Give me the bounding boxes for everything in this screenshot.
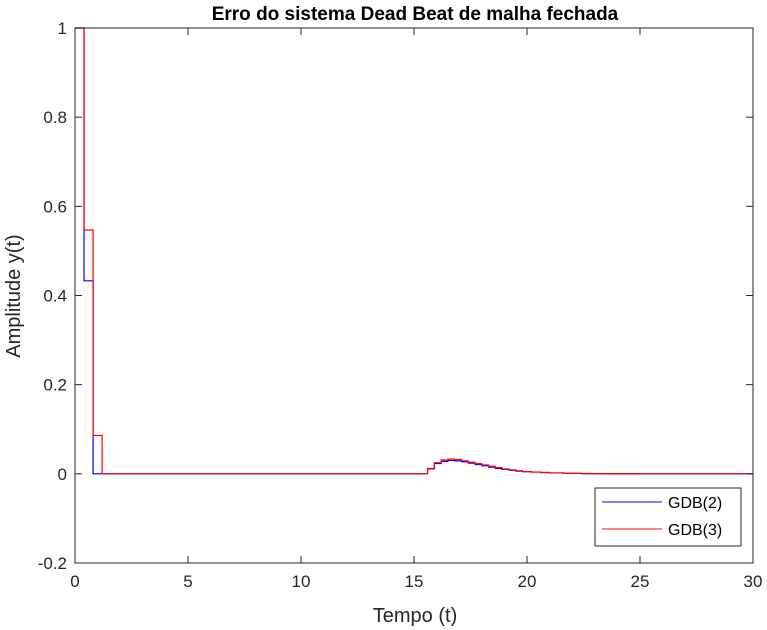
y-axis-ticks: -0.2 0 0.2 0.4 0.6 0.8 1 [38, 19, 753, 573]
y-tick-label: 0 [58, 465, 67, 484]
x-tick-label: 5 [183, 572, 192, 591]
x-tick-label: 30 [744, 572, 763, 591]
x-tick-label: 15 [405, 572, 424, 591]
y-tick-label: 0.4 [43, 287, 67, 306]
chart-title: Erro do sistema Dead Beat de malha fecha… [212, 4, 619, 25]
x-tick-label: 20 [518, 572, 537, 591]
x-axis-label: Tempo (t) [373, 605, 457, 627]
y-axis-label: Amplitude y(t) [3, 234, 25, 357]
legend-label-gdb2: GDB(2) [668, 495, 722, 512]
x-tick-label: 25 [631, 572, 650, 591]
x-axis-ticks: 0 5 10 15 20 25 30 [70, 28, 762, 591]
y-tick-label: -0.2 [38, 554, 67, 573]
y-tick-label: 0.8 [43, 108, 67, 127]
legend-box [594, 487, 742, 547]
x-tick-label: 0 [70, 572, 79, 591]
x-tick-label: 10 [292, 572, 311, 591]
y-tick-label: 1 [58, 19, 67, 38]
legend-label-gdb3: GDB(3) [668, 522, 722, 539]
legend: GDB(2) GDB(3) [594, 487, 742, 547]
y-tick-label: 0.6 [43, 197, 67, 216]
y-tick-label: 0.2 [43, 376, 67, 395]
plot-lines [75, 27, 753, 475]
series-line-gdb3 [75, 27, 753, 475]
